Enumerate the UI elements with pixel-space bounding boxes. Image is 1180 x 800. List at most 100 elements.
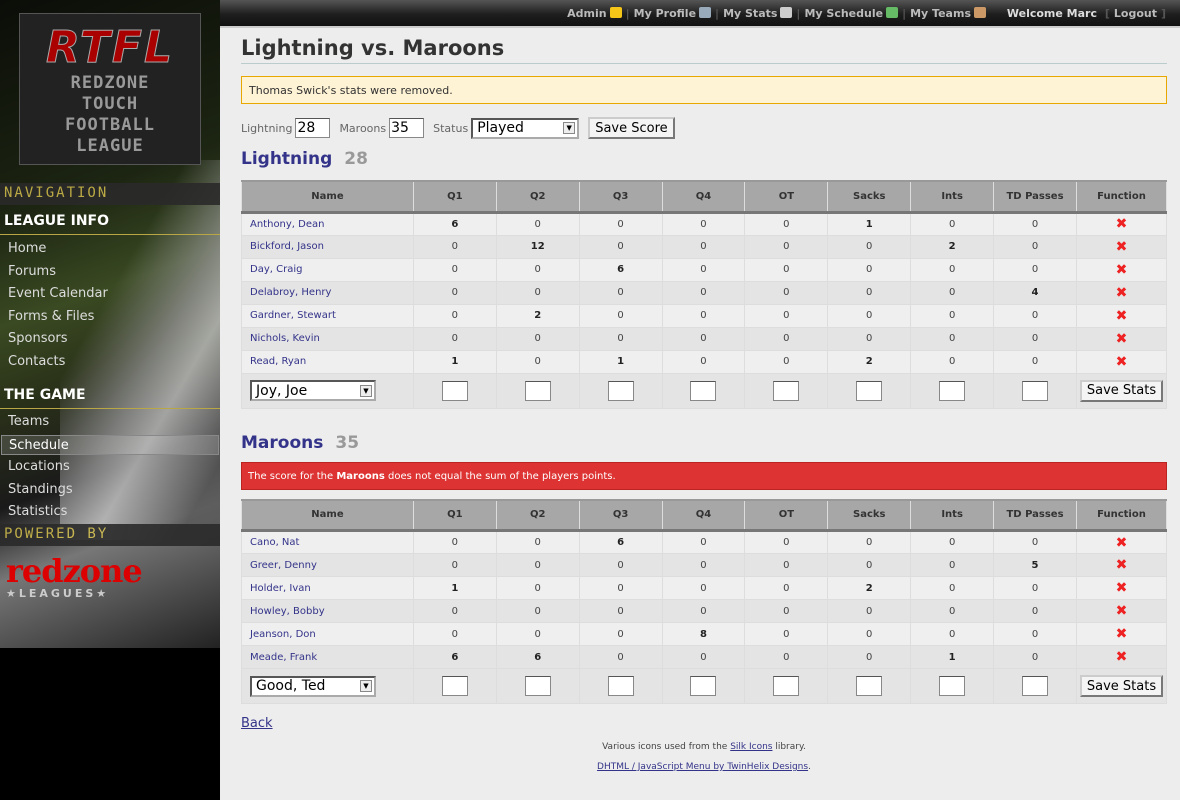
player-name-link[interactable]: Greer, Denny — [241, 553, 414, 577]
stat-input-q3[interactable] — [607, 380, 634, 401]
stat-input-sacks[interactable] — [856, 380, 883, 401]
sidebar-item-event-calendar[interactable]: Event Calendar — [8, 286, 108, 301]
delete-icon[interactable]: ✖ — [1115, 261, 1128, 278]
sidebar-item-schedule[interactable]: Schedule — [1, 434, 219, 455]
nav-link-my-schedule[interactable]: My Schedule — [804, 7, 899, 20]
sidebar-item-teams[interactable]: Teams — [8, 414, 50, 429]
stat-input-td-passes[interactable] — [1022, 676, 1049, 696]
link-label: My Profile — [633, 7, 697, 20]
sidebar-item-statistics[interactable]: Statistics — [8, 504, 68, 519]
redzone-leagues-logo[interactable]: redzone ★LEAGUES★ — [6, 555, 143, 600]
stat-cell: 0 — [993, 326, 1077, 351]
stat-input-q2[interactable] — [524, 676, 551, 696]
team-score: 35 — [335, 432, 360, 453]
player-name-link[interactable]: Howley, Bobby — [241, 599, 414, 623]
table-row: Delabroy, Henry 0 0 0 0 0 0 0 4 ✖ — [241, 280, 1168, 305]
nav-link-my-profile[interactable]: My Profile — [633, 7, 712, 20]
delete-icon[interactable]: ✖ — [1115, 580, 1128, 596]
back-link[interactable]: Back — [241, 716, 273, 731]
player-name-link[interactable]: Anthony, Dean — [241, 211, 414, 236]
delete-icon[interactable]: ✖ — [1115, 603, 1128, 619]
stat-input-q2[interactable] — [524, 380, 551, 401]
logo-title: RTFL — [45, 22, 174, 74]
team1-score-input[interactable] — [295, 118, 331, 138]
silk-icons-link[interactable]: Silk Icons — [730, 742, 773, 752]
nav-link-admin[interactable]: Admin — [567, 7, 622, 20]
player-name-link[interactable]: Cano, Nat — [241, 530, 414, 554]
sidebar-item-contacts[interactable]: Contacts — [8, 353, 66, 369]
player-name-link[interactable]: Nichols, Kevin — [241, 326, 414, 351]
player-select[interactable]: Joy, Joe ▼ — [250, 380, 376, 401]
player-name-link[interactable]: Read, Ryan — [241, 349, 414, 374]
delete-icon[interactable]: ✖ — [1115, 626, 1128, 642]
delete-icon[interactable]: ✖ — [1115, 284, 1128, 301]
delete-icon[interactable]: ✖ — [1115, 307, 1128, 324]
column-header: Function — [1075, 180, 1168, 214]
stat-cell: 0 — [910, 280, 995, 305]
nav-link-my-teams[interactable]: My Teams — [910, 7, 986, 20]
team2-score-input[interactable] — [389, 118, 425, 138]
save-stats-button[interactable]: Save Stats — [1079, 379, 1164, 402]
sidebar-item-forms-files[interactable]: Forms & Files — [8, 308, 95, 324]
stat-cell: 0 — [495, 576, 580, 600]
sidebar-item-locations[interactable]: Locations — [8, 459, 70, 474]
stat-cell: 0 — [661, 349, 746, 374]
column-header: Q2 — [495, 180, 580, 214]
stat-cell: 1 — [412, 349, 497, 374]
rtfl-logo[interactable]: RTFL REDZONE TOUCH FOOTBALL LEAGUE — [19, 13, 201, 165]
navigation-heading: NAVIGATION — [0, 183, 220, 205]
footer: Various icons used from the Silk Icons l… — [241, 737, 1167, 777]
sidebar-item-home[interactable]: Home — [8, 241, 47, 256]
stat-input-td-passes[interactable] — [1022, 380, 1049, 401]
logo-line: REDZONE — [70, 73, 150, 93]
delete-icon[interactable]: ✖ — [1115, 534, 1128, 551]
stat-input-q4[interactable] — [690, 676, 717, 696]
stat-input-q4[interactable] — [690, 380, 717, 401]
save-stats-button[interactable]: Save Stats — [1079, 675, 1164, 697]
delete-icon[interactable]: ✖ — [1115, 238, 1128, 255]
stat-input-ot[interactable] — [773, 380, 800, 401]
stat-input-q1[interactable] — [441, 676, 468, 696]
stat-input-ints[interactable] — [939, 676, 966, 696]
sidebar-item-forums[interactable]: Forums — [8, 263, 56, 279]
status-select[interactable]: Played ▼ — [471, 117, 580, 139]
save-score-button[interactable]: Save Score — [588, 117, 675, 139]
player-name-link[interactable]: Bickford, Jason — [241, 234, 414, 259]
delete-icon[interactable]: ✖ — [1115, 216, 1128, 232]
stat-input-sacks[interactable] — [856, 676, 883, 696]
player-name-link[interactable]: Jeanson, Don — [241, 622, 414, 646]
stat-input-q1[interactable] — [441, 380, 468, 401]
nav-link-my-stats[interactable]: My Stats — [723, 7, 793, 20]
stat-input-q3[interactable] — [607, 676, 634, 696]
welcome-area: Welcome Marc [Logout] — [1006, 7, 1166, 20]
player-name-link[interactable]: Gardner, Stewart — [241, 303, 414, 328]
column-header: Name — [241, 180, 414, 214]
twinhelix-link[interactable]: DHTML / JavaScript Menu by TwinHelix Des… — [597, 762, 809, 772]
delete-icon[interactable]: ✖ — [1115, 649, 1128, 665]
stat-input-cell — [827, 668, 912, 704]
sidebar-item-sponsors[interactable]: Sponsors — [8, 331, 68, 346]
stat-input-ints[interactable] — [939, 380, 966, 401]
delete-icon[interactable]: ✖ — [1115, 557, 1128, 573]
stat-cell: 6 — [578, 257, 663, 282]
stat-cell: 0 — [744, 599, 829, 623]
player-name-link[interactable]: Delabroy, Henry — [241, 280, 414, 305]
player-name-link[interactable]: Day, Craig — [241, 257, 414, 282]
team1-label: Lightning — [241, 121, 293, 135]
stat-cell: 0 — [412, 599, 497, 623]
stat-cell: 2 — [910, 234, 995, 259]
sidebar-item-standings[interactable]: Standings — [8, 481, 73, 497]
delete-icon[interactable]: ✖ — [1115, 353, 1128, 370]
delete-icon[interactable]: ✖ — [1115, 330, 1128, 347]
stat-cell: 0 — [993, 349, 1077, 374]
add-player-row: Good, Ted ▼ Save Stats — [241, 668, 1168, 704]
stat-input-cell — [827, 372, 912, 409]
player-select[interactable]: Good, Ted ▼ — [250, 675, 376, 697]
stat-input-ot[interactable] — [773, 676, 800, 696]
stat-cell: 0 — [910, 530, 995, 554]
logout-link[interactable]: Logout — [1113, 7, 1157, 20]
player-name-link[interactable]: Holder, Ivan — [241, 576, 414, 600]
stat-cell: 0 — [744, 326, 829, 351]
player-name-link[interactable]: Meade, Frank — [241, 645, 414, 669]
stats-table-lightning: Name Q1 Q2 Q3 Q4 OT Sacks Ints TD Passes Function… — [241, 180, 1168, 409]
